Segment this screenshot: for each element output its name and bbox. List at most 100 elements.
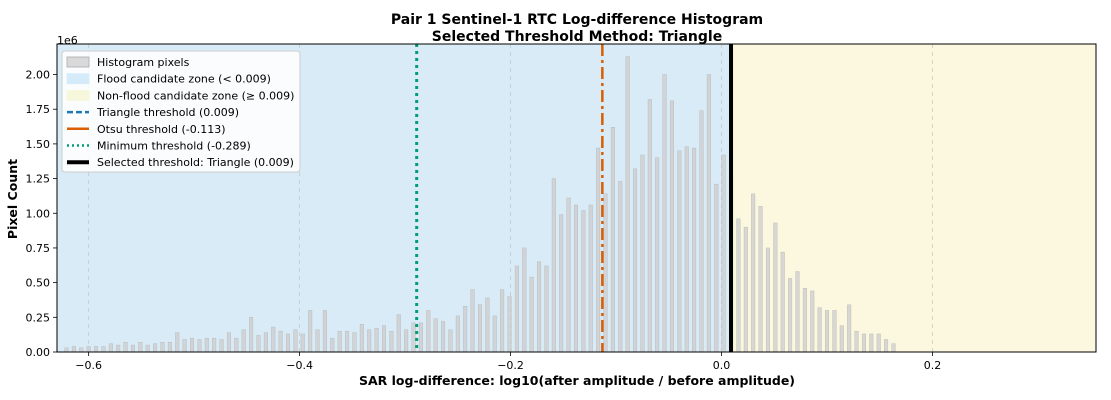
histogram-bar — [204, 337, 209, 353]
histogram-bar — [167, 342, 172, 353]
histogram-bar — [175, 332, 180, 353]
histogram-bar — [684, 146, 689, 353]
histogram-bar — [182, 339, 187, 353]
y-tick-label: 0.75 — [26, 242, 51, 255]
histogram-bar — [647, 99, 652, 353]
histogram-bar — [286, 333, 291, 353]
histogram-bar — [411, 322, 416, 353]
histogram-bar — [758, 206, 763, 353]
histogram-bar — [773, 222, 778, 353]
legend: Histogram pixels Flood candidate zone (< … — [61, 50, 301, 173]
y-tick-label: 0.00 — [26, 346, 51, 359]
histogram-bar — [825, 310, 830, 353]
histogram-bar — [130, 344, 135, 353]
x-tick-label: −0.2 — [497, 359, 524, 372]
histogram-bar — [94, 346, 99, 353]
histogram-bar — [751, 193, 756, 353]
histogram-bar — [153, 343, 158, 353]
legend-swatch-nonflood — [66, 90, 90, 101]
histogram-bar — [308, 310, 313, 353]
histogram-bar — [404, 329, 409, 353]
histogram-bar — [861, 333, 866, 353]
histogram-bar — [108, 343, 113, 353]
histogram-bar — [788, 278, 793, 353]
legend-label-hist: Histogram pixels — [97, 56, 190, 69]
legend-label-otsu: Otsu threshold (-0.113) — [97, 123, 226, 136]
histogram-bar — [492, 315, 497, 353]
histogram-bar — [706, 74, 711, 353]
histogram-bar — [138, 342, 143, 353]
histogram-bar — [832, 310, 837, 353]
legend-label-flood: Flood candidate zone (< 0.009) — [97, 73, 271, 86]
histogram-bar — [145, 344, 150, 353]
axes-frame — [56, 43, 1097, 353]
histogram-bar — [381, 325, 386, 353]
histogram-bar — [433, 318, 438, 353]
histogram-bar — [522, 247, 527, 353]
x-tick-label: −0.4 — [286, 359, 313, 372]
histogram-bar — [596, 147, 601, 353]
histogram-bar — [817, 307, 822, 353]
histogram-bar — [714, 183, 719, 353]
y-tick-label: 1.75 — [26, 103, 51, 116]
histogram-bar — [418, 322, 423, 353]
histogram-bar — [448, 329, 453, 353]
y-tick-label: 2.00 — [26, 69, 51, 82]
histogram-bar — [559, 214, 564, 353]
histogram-bar — [293, 329, 298, 353]
histogram-bar — [79, 347, 84, 353]
histogram-bar — [249, 317, 254, 353]
histogram-bar — [544, 265, 549, 353]
y-offset-label: 1e6 — [57, 34, 78, 47]
histogram-bar — [271, 326, 276, 353]
histogram-bar — [588, 204, 593, 353]
x-tick-label: 0.0 — [713, 359, 731, 372]
histogram-bar — [743, 226, 748, 353]
histogram-bar — [810, 290, 815, 353]
histogram-bar — [322, 310, 327, 353]
x-tick-label: −0.6 — [75, 359, 102, 372]
histogram-bar — [226, 332, 231, 353]
histogram-bar — [581, 210, 586, 353]
histogram-bar — [854, 330, 859, 353]
legend-box — [61, 50, 301, 173]
histogram-bar — [884, 339, 889, 353]
histogram-bar — [780, 251, 785, 353]
chart-title: Pair 1 Sentinel-1 RTC Log-difference His… — [391, 12, 763, 28]
histogram-bar — [426, 310, 431, 353]
histogram-bar — [190, 337, 195, 353]
y-tick-label: 0.25 — [26, 311, 51, 324]
histogram-bar — [219, 339, 224, 353]
histogram-bar — [692, 147, 697, 353]
histogram-bar — [278, 330, 283, 353]
histogram-bar — [537, 261, 542, 353]
histogram-bar — [396, 314, 401, 353]
histogram-bar — [123, 342, 128, 353]
histogram-bar — [514, 265, 519, 353]
histogram-bar — [551, 178, 556, 353]
y-axis-label: Pixel Count — [5, 159, 20, 239]
histogram-bar — [618, 181, 623, 353]
legend-swatch-hist — [66, 56, 90, 68]
histogram-bar — [633, 168, 638, 353]
histogram-bar — [101, 346, 106, 353]
histogram-bar — [470, 289, 475, 353]
histogram-bar — [677, 150, 682, 353]
histogram-bar — [477, 304, 482, 353]
legend-label-minimum: Minimum threshold (-0.289) — [97, 140, 251, 153]
histogram-bar — [71, 346, 76, 353]
histogram-bar — [315, 329, 320, 353]
histogram-bar — [160, 342, 165, 353]
histogram-bar — [212, 337, 217, 353]
legend-label-triangle: Triangle threshold (0.009) — [96, 106, 239, 119]
histogram-bar — [765, 247, 770, 353]
histogram-bar — [374, 328, 379, 353]
histogram-bar — [736, 218, 741, 353]
histogram-bar — [891, 343, 896, 353]
histogram-bar — [699, 110, 704, 353]
histogram-bar — [500, 289, 505, 353]
histogram-bar — [330, 337, 335, 353]
histogram-bar — [256, 335, 261, 353]
histogram-bar — [389, 330, 394, 353]
